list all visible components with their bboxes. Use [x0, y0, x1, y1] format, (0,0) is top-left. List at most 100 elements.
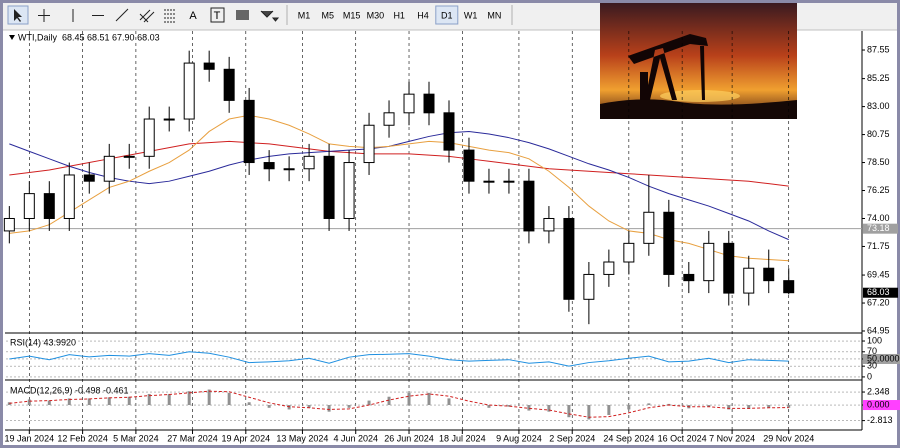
- y-tick-label: 78.50: [867, 157, 890, 167]
- trendline-button[interactable]: [115, 8, 129, 22]
- chart-title: WTI,Daily: [18, 32, 57, 42]
- candle-body: [423, 93, 435, 114]
- macd-bar: [667, 403, 671, 406]
- macd-bar: [627, 405, 631, 410]
- tool-button[interactable]: T: [214, 10, 221, 22]
- level-label-bg: [863, 400, 900, 411]
- macd-bar: [347, 405, 351, 408]
- timeframe-button[interactable]: M1: [298, 10, 311, 20]
- rsi-title: RSI(14) 43.9920: [10, 337, 76, 347]
- y-tick-label: 2.348: [867, 386, 890, 396]
- y-tick-label: 70: [867, 346, 877, 356]
- candle-body: [203, 62, 215, 70]
- x-tick-label: 16 Oct 2024: [658, 433, 707, 443]
- macd-bar: [47, 400, 51, 406]
- moving-average: [9, 140, 789, 187]
- candle-body: [563, 217, 575, 300]
- macd-bar: [107, 397, 111, 406]
- x-tick-label: 27 Mar 2024: [167, 433, 218, 443]
- timeframe-button[interactable]: M5: [322, 10, 335, 20]
- candle-body: [703, 242, 715, 282]
- rsi-line: [9, 351, 789, 367]
- candle-body: [543, 217, 555, 232]
- candle-body: [523, 180, 535, 232]
- macd-bar: [327, 405, 331, 412]
- fibo-button[interactable]: [164, 9, 176, 23]
- macd-bar: [387, 396, 391, 406]
- macd-bar: [407, 392, 411, 406]
- y-tick-label: 30: [867, 361, 877, 371]
- y-tick-label: 50.0000: [867, 353, 900, 363]
- ground: [600, 99, 797, 119]
- candle-body: [743, 267, 755, 294]
- macd-bar: [707, 405, 711, 407]
- timeframe-button[interactable]: MN: [487, 10, 501, 20]
- x-tick-label: 4 Jun 2024: [333, 433, 378, 443]
- timeframe-button[interactable]: D1: [441, 10, 453, 20]
- macd-bar: [447, 398, 451, 406]
- macd-bar: [587, 405, 591, 420]
- y-tick-label: -2.813: [867, 415, 893, 425]
- x-tick-label: 13 May 2024: [276, 433, 328, 443]
- candle-body: [103, 155, 115, 182]
- y-tick-label: 0: [867, 371, 872, 381]
- macd-bar: [527, 405, 531, 411]
- candle-body: [3, 217, 15, 232]
- x-tick-label: 18 Jul 2024: [439, 433, 486, 443]
- tool-button[interactable]: A: [189, 10, 197, 22]
- macd-bar: [487, 405, 491, 408]
- macd-bar: [507, 405, 511, 407]
- y-tick-label: 64.95: [867, 325, 890, 335]
- macd-title: MACD(12,26,9) -0.498 -0.461: [10, 385, 129, 395]
- cursor-icon: [14, 9, 22, 22]
- candle-body: [443, 112, 455, 151]
- moving-average: [9, 130, 789, 241]
- y-tick-label: 100: [867, 335, 882, 345]
- timeframe-button[interactable]: W1: [464, 10, 478, 20]
- candle-body: [363, 124, 375, 164]
- x-tick-label: 5 Mar 2024: [113, 433, 159, 443]
- y-tick-label: 87.55: [867, 44, 890, 54]
- timeframe-button[interactable]: M15: [343, 10, 361, 20]
- macd-bar: [647, 403, 651, 406]
- timeframe-button[interactable]: H1: [393, 10, 405, 20]
- crosshair-button[interactable]: [38, 9, 50, 22]
- candle-body: [223, 68, 235, 101]
- candle-body: [183, 62, 195, 120]
- ohlc-text: 68.45 68.51 67.90 68.03: [62, 32, 160, 42]
- macd-bar: [287, 405, 291, 410]
- text-label-frame: [210, 7, 225, 23]
- candle-body: [663, 211, 675, 275]
- candle-body: [603, 261, 615, 275]
- macd-bar: [207, 389, 211, 406]
- x-tick-label: 24 Sep 2024: [603, 433, 654, 443]
- macd-bar: [767, 405, 771, 408]
- candle-body: [403, 93, 415, 114]
- candle-body: [243, 99, 255, 164]
- y-tick-label: 0.000: [867, 399, 890, 409]
- shapes-button[interactable]: [260, 10, 280, 22]
- candle-body: [163, 118, 175, 121]
- channel-button[interactable]: [139, 9, 155, 23]
- macd-bar: [7, 402, 11, 406]
- macd-bar: [247, 402, 251, 406]
- last-price-bg: [863, 287, 898, 298]
- macd-bar: [727, 405, 731, 410]
- rect-button[interactable]: [236, 10, 249, 20]
- moving-average: [9, 114, 789, 262]
- timeframe-button[interactable]: M30: [367, 10, 385, 20]
- timeframe-button[interactable]: H4: [417, 10, 429, 20]
- x-tick-label: 2 Sep 2024: [549, 433, 595, 443]
- candle-body: [143, 118, 155, 157]
- price-line-label-bg: [863, 223, 898, 234]
- picture: [600, 3, 797, 119]
- candle-body: [623, 242, 635, 263]
- y-tick-label: 76.25: [867, 185, 890, 195]
- candle-body: [503, 180, 515, 183]
- y-tick-label: 85.25: [867, 73, 890, 83]
- candle-body: [783, 280, 795, 294]
- macd-bar: [167, 393, 171, 406]
- candle-body: [283, 168, 295, 171]
- y-tick-label: 71.75: [867, 241, 890, 251]
- candle-body: [683, 273, 695, 282]
